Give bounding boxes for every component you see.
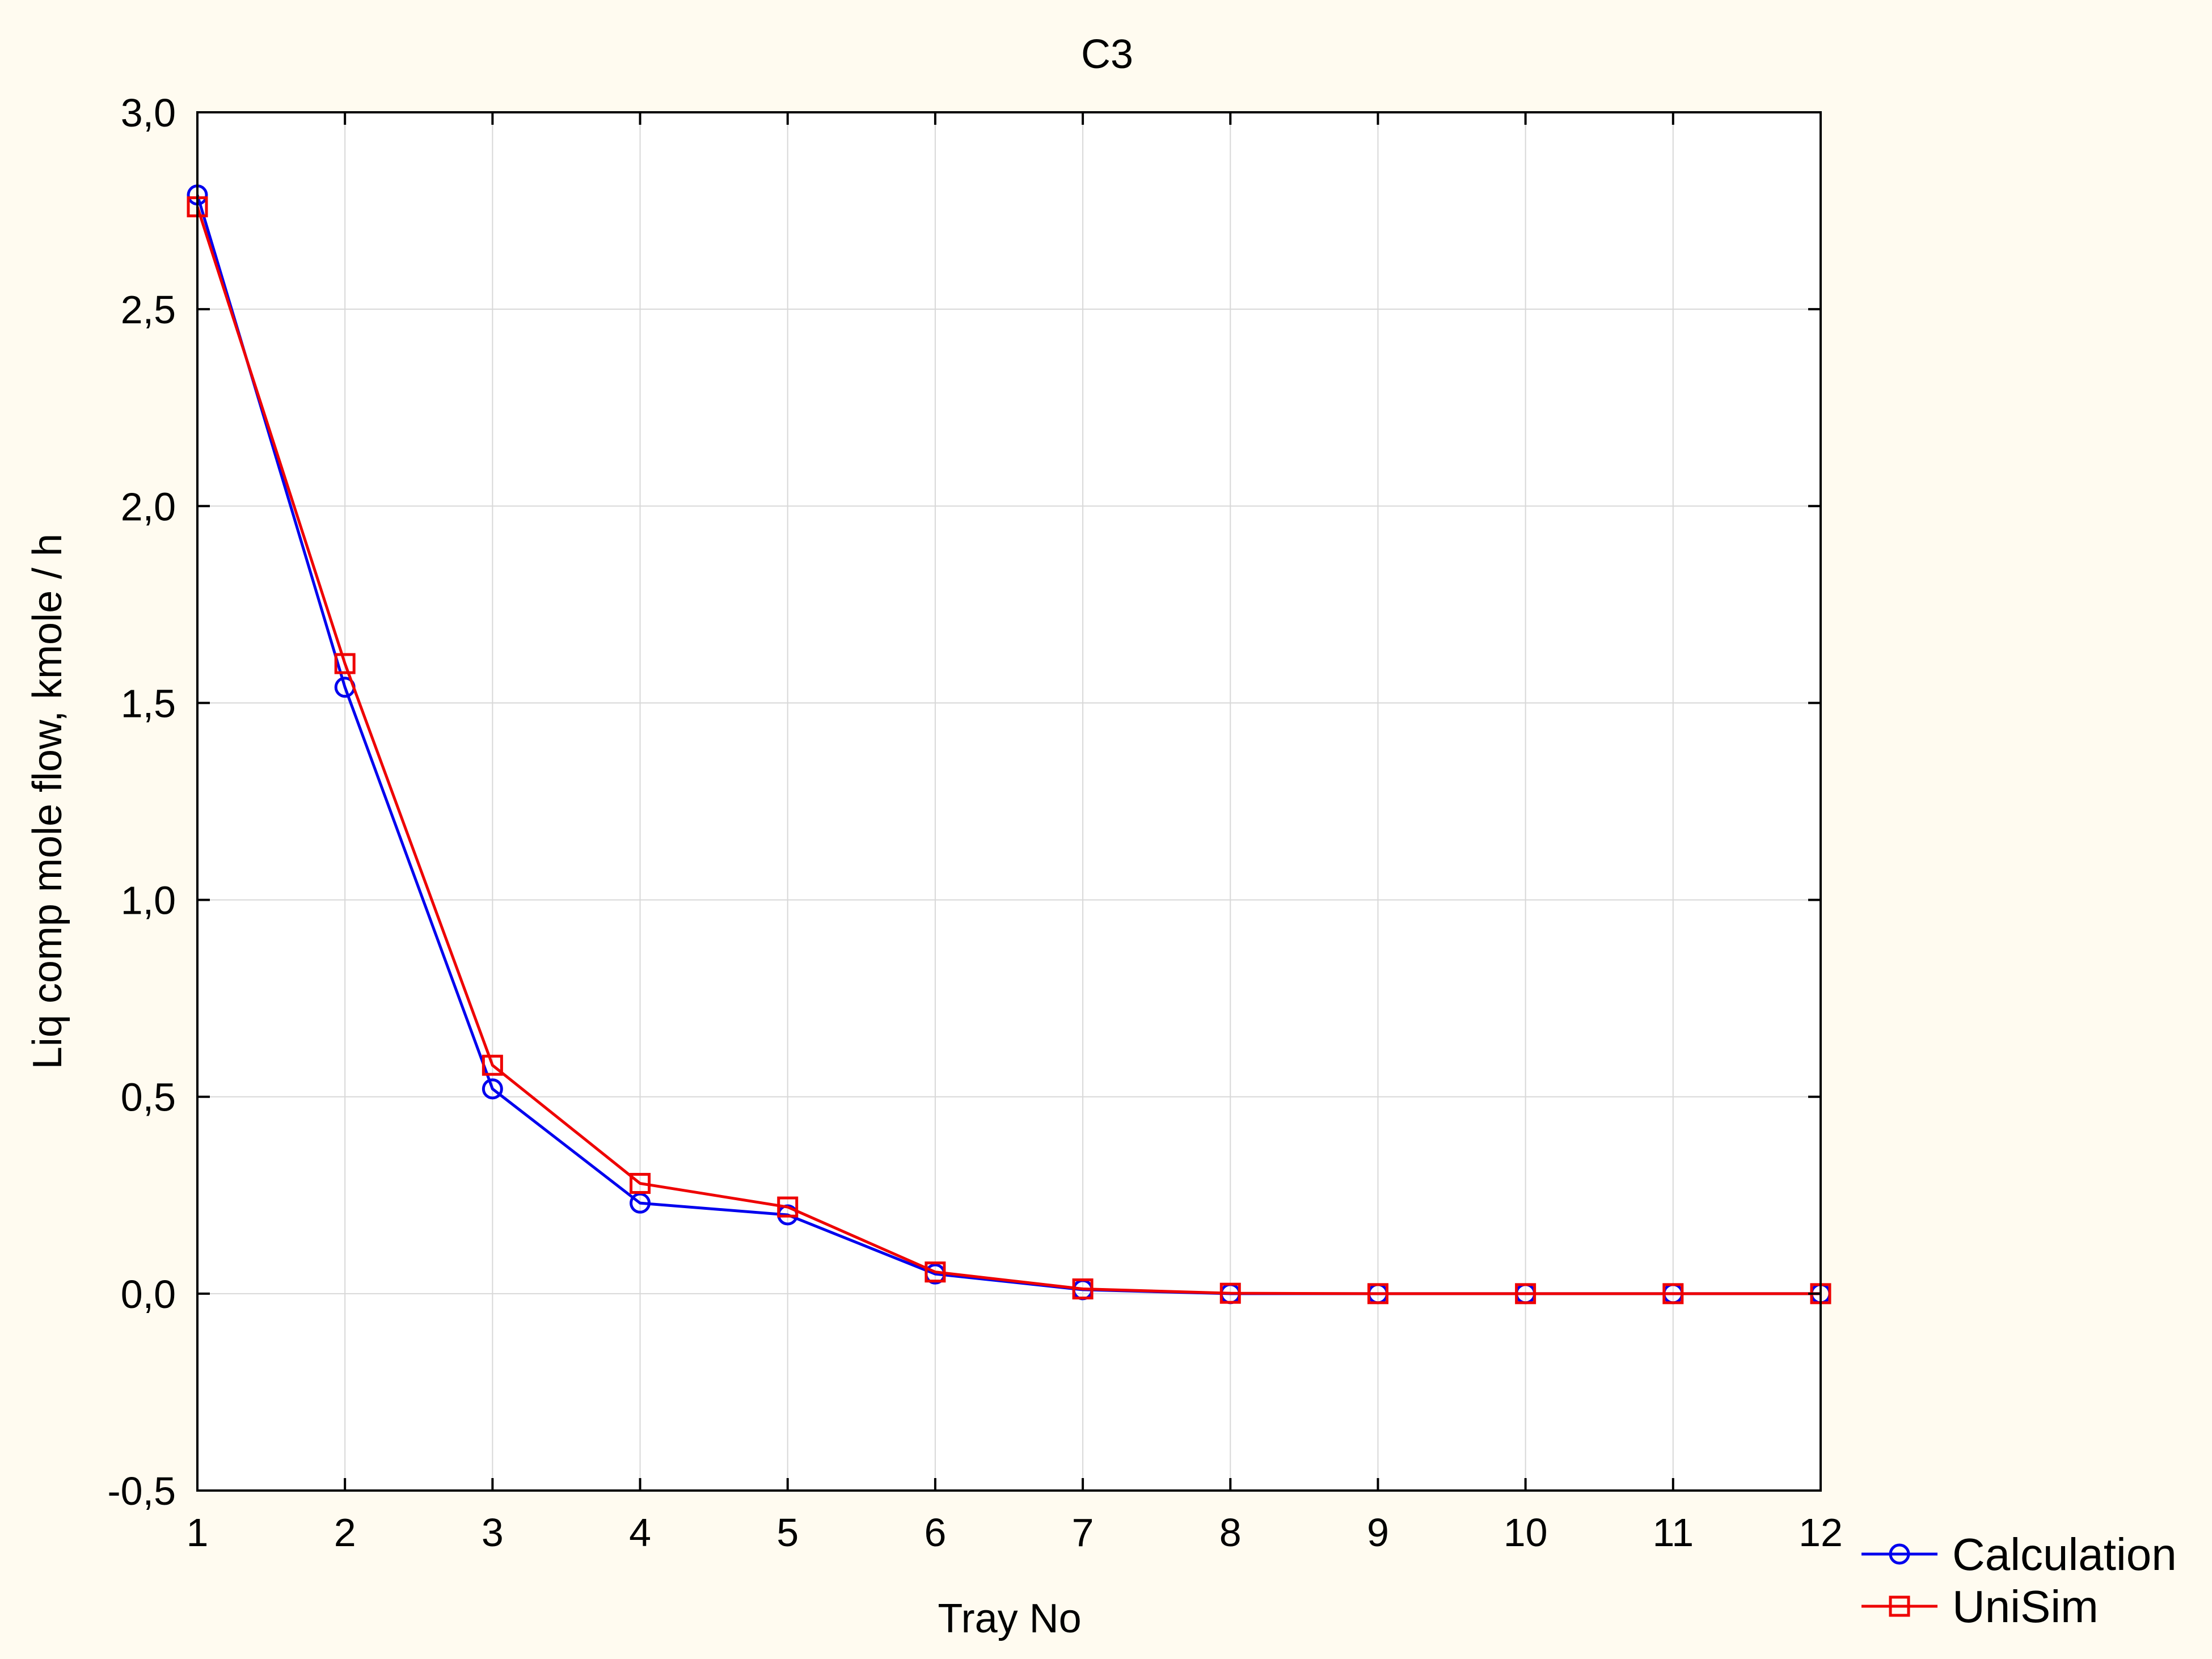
y-tick-label: 3,0	[121, 91, 176, 135]
y-tick-label: 1,0	[121, 879, 176, 923]
y-tick-label: -0,5	[107, 1469, 176, 1513]
grid-lines	[197, 112, 1821, 1491]
legend-marker-unisim	[1889, 1595, 1910, 1617]
x-tick-label: 11	[1652, 1510, 1694, 1555]
data-point-calculation	[630, 1192, 651, 1214]
y-tick-label: 0,5	[121, 1075, 176, 1120]
data-point-unisim	[630, 1172, 651, 1194]
y-tick-label: 1,5	[121, 681, 176, 725]
x-tick-labels: 1 2 3 4 5 6 7 8 9 10 11 12	[187, 1510, 1843, 1555]
legend-label-unisim: UniSim	[1952, 1581, 2099, 1632]
y-tick-label: 2,0	[121, 484, 176, 529]
x-tick-label: 2	[334, 1510, 356, 1555]
series-layer	[187, 184, 1831, 1305]
data-point-unisim	[1662, 1283, 1684, 1305]
y-tick-label: 0,0	[121, 1272, 176, 1316]
y-tick-label: 2,5	[121, 288, 176, 332]
chart-title: C3	[1081, 32, 1133, 77]
data-point-unisim	[777, 1196, 799, 1218]
x-tick-label: 8	[1219, 1510, 1242, 1555]
plot-frame	[196, 111, 1822, 1492]
x-tick-label: 3	[482, 1510, 504, 1555]
data-point-unisim	[482, 1054, 503, 1076]
y-axis-title: Liq comp mole flow, kmole / h	[25, 534, 70, 1069]
data-point-calculation	[482, 1078, 503, 1100]
data-point-unisim	[1367, 1283, 1388, 1305]
data-point-unisim	[334, 653, 356, 674]
x-axis-title: Tray No	[938, 1596, 1081, 1641]
x-tick-label: 5	[776, 1510, 799, 1555]
x-tick-label: 10	[1504, 1510, 1548, 1555]
plot-area	[197, 112, 1821, 1491]
x-tick-label: 1	[187, 1510, 209, 1555]
data-point-unisim	[1072, 1278, 1094, 1300]
x-tick-label: 4	[629, 1510, 651, 1555]
data-point-unisim	[925, 1261, 946, 1283]
y-tick-labels: -0,5 0,0 0,5 1,0 1,5 2,0 2,5 3,0	[107, 91, 176, 1513]
axis-ticks	[196, 111, 1822, 1492]
legend-marker-calculation	[1889, 1543, 1910, 1565]
x-tick-label: 6	[924, 1510, 946, 1555]
series-line-unisim	[196, 206, 1821, 1295]
x-tick-label: 12	[1799, 1510, 1843, 1555]
legend-label-calculation: Calculation	[1952, 1529, 2177, 1580]
data-point-unisim	[1515, 1283, 1536, 1305]
x-tick-label: 7	[1072, 1510, 1094, 1555]
data-point-unisim	[1219, 1282, 1241, 1304]
x-tick-label: 9	[1367, 1510, 1389, 1555]
